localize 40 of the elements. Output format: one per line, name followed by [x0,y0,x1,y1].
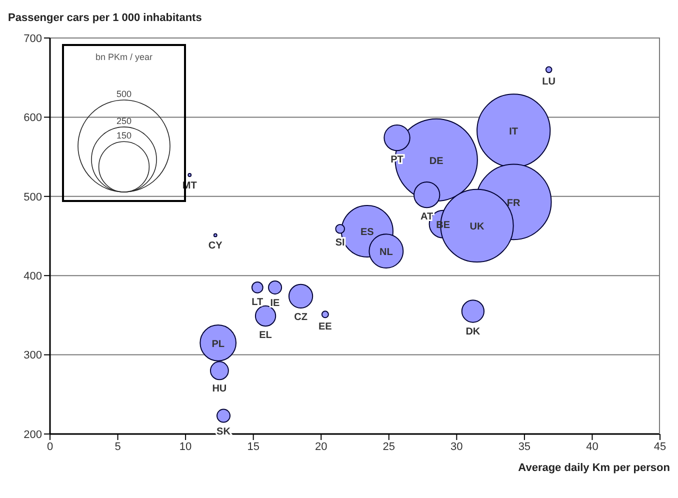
annotation: EE [318,322,332,333]
annotation: CY [208,240,223,252]
annotation: DE [429,156,444,167]
annotation: ES [360,227,374,238]
annotation: IE [270,298,280,309]
x-tick-label: 35 [518,440,531,453]
annotation: SI [335,237,346,248]
legend-label: 150 [116,130,132,141]
x-tick-label: 30 [450,440,463,453]
annotation: LU [542,76,556,88]
annotation: FR [506,198,522,209]
size-legend: bn PKm / year 500 250 150 [62,44,186,202]
annotation: HU [212,384,227,395]
annotation: LT [252,296,264,308]
y-tick-label: 200 [24,428,42,441]
y-tick-label: 700 [24,32,42,45]
x-tick-label: 5 [114,440,121,453]
x-tick-label: 15 [247,440,260,453]
x-tick-label: 45 [654,440,666,453]
x-tick-label: 0 [46,440,54,453]
legend-title: bn PKm / year [95,52,153,62]
y-tick-label: 300 [24,350,42,362]
y-tick-label: 600 [24,112,42,124]
x-tick-label: 20 [314,440,328,453]
annotation: IT [509,126,518,138]
annotation: PL [212,338,224,350]
annotation: UK [470,222,485,233]
x-axis-title: Average daily Km per person [517,462,670,474]
x-tick-label: 40 [586,440,598,453]
annotation: NL [380,247,393,258]
annotation: DK [466,326,481,338]
y-axis-title: Passenger cars per 1 000 inhabitants [8,11,203,26]
legend-label: 500 [116,89,132,99]
x-tick-label: 25 [382,440,396,453]
x-tick-label: 10 [179,440,192,453]
annotation: EL [259,330,272,342]
y-tick-label: 400 [24,270,42,283]
annotation: CZ [294,312,308,324]
y-tick-label: 500 [24,191,42,204]
legend-label: 250 [116,116,132,126]
